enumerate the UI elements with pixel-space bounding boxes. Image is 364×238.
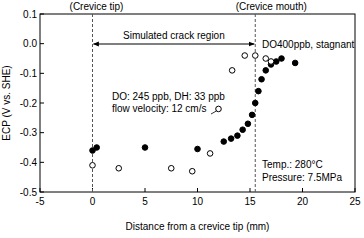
point [263,56,269,62]
annotation: DO400ppb, stagnant [262,39,355,50]
x-tick-label: 15 [244,196,256,207]
x-tick [197,188,198,192]
point [235,133,241,139]
y-tick [40,103,44,104]
chart: -5 0 5 10 15 20 25 -0.5 -0.4 -0.3 -0.2 -0.1 0.0 0.1 Di… [0,0,364,238]
y-tick [40,43,44,44]
y-tick-label: -0.1 [20,68,38,79]
x-tick [145,188,146,192]
point [142,145,148,151]
point [259,76,265,82]
point [229,68,235,74]
point [116,165,122,171]
annotation: (Crevice tip) [70,1,124,12]
point [195,146,201,152]
annotation: flow velocity: 12 cm/s [112,103,206,114]
x-tick [355,188,356,192]
point [242,53,248,59]
x-tick-label: 5 [142,196,148,207]
y-tick-label: -0.5 [20,187,38,198]
x-tick-label: -5 [36,196,45,207]
x-tick-label: 0 [90,196,96,207]
y-tick-label: 0.1 [23,9,37,20]
leader-line [211,111,217,114]
data-points [90,53,298,174]
x-tick-label: 20 [297,196,309,207]
point [90,163,96,169]
x-axis-label: Distance from a crevice tip (mm) [126,221,270,232]
point [94,145,100,151]
y-tick [40,73,44,74]
point [228,136,234,142]
x-tick-label: 10 [192,196,204,207]
plot-frame [40,14,355,192]
x-tick-label: 25 [349,196,361,207]
y-tick-label: -0.3 [20,127,38,138]
annotation: Temp.: 280°C [262,159,323,170]
y-tick-label: 0.0 [23,38,37,49]
y-tick [40,162,44,163]
y-tick [40,192,44,193]
annotation: Pressure: 7.5MPa [262,172,342,183]
point [292,60,298,66]
y-tick-label: -0.4 [20,157,38,168]
point [240,127,246,133]
point [279,56,285,62]
point [268,59,274,65]
x-tick [250,188,251,192]
y-tick-label: -0.2 [20,98,38,109]
point [216,106,222,112]
x-tick [302,188,303,192]
x-tick [40,188,41,192]
annotation: (Crevice mouth) [236,1,307,12]
point [256,88,262,94]
y-axis-label: ECP (V vs. SHE) [1,65,12,140]
point [221,139,227,145]
point [189,168,195,174]
annotation: Simulated crack region [123,30,225,41]
point [249,112,255,118]
point [207,151,213,157]
annotation: DO: 245 ppb, DH: 33 ppb [112,91,225,102]
point [252,100,258,106]
region-arrow [94,44,255,45]
point [252,53,258,59]
point [168,165,174,171]
y-tick [40,14,44,15]
point [263,68,269,74]
point [245,121,251,127]
y-tick [40,132,44,133]
